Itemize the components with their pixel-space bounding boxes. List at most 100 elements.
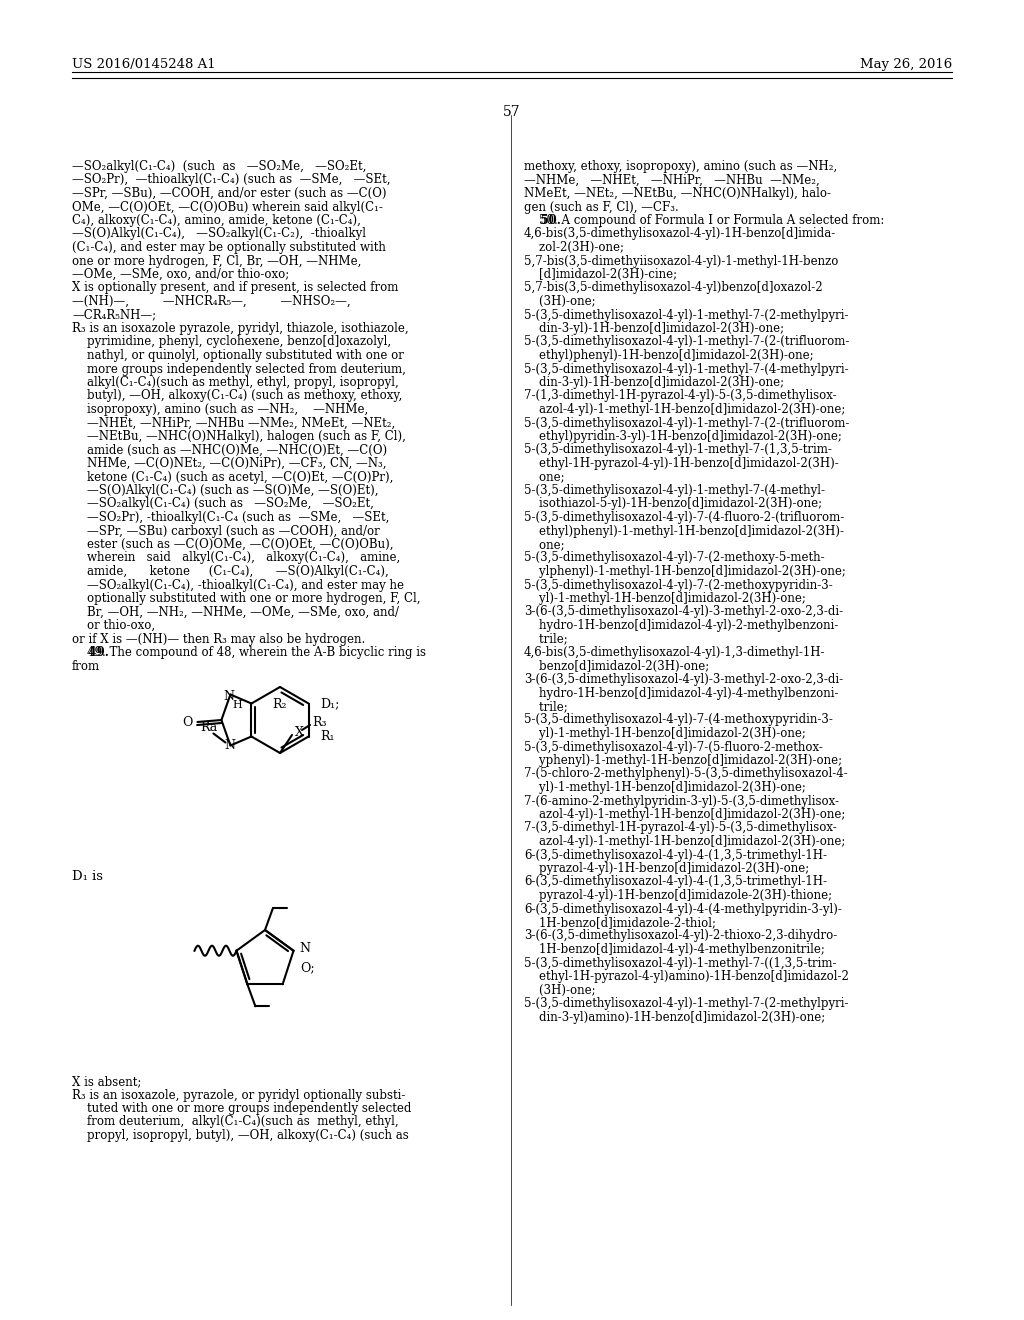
- Text: —SO₂alkyl(C₁-C₄), -thioalkyl(C₁-C₄), and ester may he: —SO₂alkyl(C₁-C₄), -thioalkyl(C₁-C₄), and…: [72, 578, 404, 591]
- Text: —SO₂Pr),  —thioalkyl(C₁-C₄) (such as  —SMe,   —SEt,: —SO₂Pr), —thioalkyl(C₁-C₄) (such as —SMe…: [72, 173, 390, 186]
- Text: (3H)-one;: (3H)-one;: [524, 983, 596, 997]
- Text: methoxy, ethoxy, isopropoxy), amino (such as —NH₂,: methoxy, ethoxy, isopropoxy), amino (suc…: [524, 160, 838, 173]
- Text: N: N: [300, 942, 310, 956]
- Text: alkyl(C₁-C₄)(such as methyl, ethyl, propyl, isopropyl,: alkyl(C₁-C₄)(such as methyl, ethyl, prop…: [72, 376, 398, 389]
- Text: isopropoxy), amino (such as —NH₂,    —NHMe,: isopropoxy), amino (such as —NH₂, —NHMe,: [72, 403, 369, 416]
- Text: from: from: [72, 660, 100, 672]
- Text: OMe, —C(O)OEt, —C(O)OBu) wherein said alkyl(C₁-: OMe, —C(O)OEt, —C(O)OBu) wherein said al…: [72, 201, 383, 214]
- Text: 50. A compound of Formula I or Formula A selected from:: 50. A compound of Formula I or Formula A…: [524, 214, 885, 227]
- Text: 5,7-bis(3,5-dimethylisoxazol-4-yl)benzo[d]oxazol-2: 5,7-bis(3,5-dimethylisoxazol-4-yl)benzo[…: [524, 281, 822, 294]
- Text: —SO₂alkyl(C₁-C₄) (such as   —SO₂Me,   —SO₂Et,: —SO₂alkyl(C₁-C₄) (such as —SO₂Me, —SO₂Et…: [72, 498, 374, 511]
- Text: 3-(6-(3,5-dimethylisoxazol-4-yl)-3-methyl-2-oxo-2,3-di-: 3-(6-(3,5-dimethylisoxazol-4-yl)-3-methy…: [524, 673, 843, 686]
- Text: N: N: [224, 739, 234, 752]
- Text: —SPr, —SBu), —COOH, and/or ester (such as —C(O): —SPr, —SBu), —COOH, and/or ester (such a…: [72, 187, 386, 201]
- Text: X is optionally present, and if present, is selected from: X is optionally present, and if present,…: [72, 281, 398, 294]
- Text: R₁: R₁: [321, 730, 335, 743]
- Text: 6-(3,5-dimethylisoxazol-4-yl)-4-(1,3,5-trimethyl-1H-: 6-(3,5-dimethylisoxazol-4-yl)-4-(1,3,5-t…: [524, 849, 827, 862]
- Text: 50.: 50.: [524, 214, 565, 227]
- Text: 5-(3,5-dimethylisoxazol-4-yl)-1-methyl-7-(4-methyl-: 5-(3,5-dimethylisoxazol-4-yl)-1-methyl-7…: [524, 484, 825, 498]
- Text: May 26, 2016: May 26, 2016: [860, 58, 952, 71]
- Text: pyrazol-4-yl)-1H-benzo[d]imidazol-2(3H)-one;: pyrazol-4-yl)-1H-benzo[d]imidazol-2(3H)-…: [524, 862, 809, 875]
- Text: 7-(1,3-dimethyl-1H-pyrazol-4-yl)-5-(3,5-dimethylisox-: 7-(1,3-dimethyl-1H-pyrazol-4-yl)-5-(3,5-…: [524, 389, 837, 403]
- Text: or thio-oxo,: or thio-oxo,: [72, 619, 155, 632]
- Text: ylphenyl)-1-methyl-1H-benzo[d]imidazol-2(3H)-one;: ylphenyl)-1-methyl-1H-benzo[d]imidazol-2…: [524, 565, 846, 578]
- Text: ester (such as —C(O)OMe, —C(O)OEt, —C(O)OBu),: ester (such as —C(O)OMe, —C(O)OEt, —C(O)…: [72, 539, 393, 550]
- Text: 6-(3,5-dimethylisoxazol-4-yl)-4-(4-methylpyridin-3-yl)-: 6-(3,5-dimethylisoxazol-4-yl)-4-(4-methy…: [524, 903, 842, 916]
- Text: Ra: Ra: [200, 721, 217, 734]
- Text: propyl, isopropyl, butyl), —OH, alkoxy(C₁-C₄) (such as: propyl, isopropyl, butyl), —OH, alkoxy(C…: [72, 1129, 409, 1142]
- Text: D₁;: D₁;: [321, 697, 340, 710]
- Text: benzo[d]imidazol-2(3H)-one;: benzo[d]imidazol-2(3H)-one;: [524, 660, 710, 672]
- Text: NMeEt, —NEt₂, —NEtBu, —NHC(O)NHalkyl), halo-: NMeEt, —NEt₂, —NEtBu, —NHC(O)NHalkyl), h…: [524, 187, 831, 201]
- Text: 57: 57: [503, 106, 521, 119]
- Text: 7-(6-amino-2-methylpyridin-3-yl)-5-(3,5-dimethylisox-: 7-(6-amino-2-methylpyridin-3-yl)-5-(3,5-…: [524, 795, 839, 808]
- Text: —S(O)Alkyl(C₁-C₄),   —SO₂alkyl(C₁-C₂),  -thioalkyl: —S(O)Alkyl(C₁-C₄), —SO₂alkyl(C₁-C₂), -th…: [72, 227, 366, 240]
- Text: C₄), alkoxy(C₁-C₄), amino, amide, ketone (C₁-C₄),: C₄), alkoxy(C₁-C₄), amino, amide, ketone…: [72, 214, 360, 227]
- Text: yl)-1-methyl-1H-benzo[d]imidazol-2(3H)-one;: yl)-1-methyl-1H-benzo[d]imidazol-2(3H)-o…: [524, 727, 806, 741]
- Text: ketone (C₁-C₄) (such as acetyl, —C(O)Et, —C(O)Pr),: ketone (C₁-C₄) (such as acetyl, —C(O)Et,…: [72, 470, 393, 483]
- Text: 4,6-bis(3,5-dimethylisoxazol-4-yl)-1,3-dimethyl-1H-: 4,6-bis(3,5-dimethylisoxazol-4-yl)-1,3-d…: [524, 645, 825, 659]
- Text: N: N: [223, 690, 233, 704]
- Text: ethyl)phenyl)-1-methyl-1H-benzo[d]imidazol-2(3H)-: ethyl)phenyl)-1-methyl-1H-benzo[d]imidaz…: [524, 524, 844, 537]
- Text: isothiazol-5-yl)-1H-benzo[d]imidazol-2(3H)-one;: isothiazol-5-yl)-1H-benzo[d]imidazol-2(3…: [524, 498, 822, 511]
- Text: 49.: 49.: [72, 645, 113, 659]
- Text: ethyl)phenyl)-1H-benzo[d]imidazol-2(3H)-one;: ethyl)phenyl)-1H-benzo[d]imidazol-2(3H)-…: [524, 348, 814, 362]
- Text: 5-(3,5-dimethylisoxazol-4-yl)-1-methyl-7-(2-(trifluorom-: 5-(3,5-dimethylisoxazol-4-yl)-1-methyl-7…: [524, 335, 849, 348]
- Text: US 2016/0145248 A1: US 2016/0145248 A1: [72, 58, 216, 71]
- Text: D₁ is: D₁ is: [72, 870, 103, 883]
- Text: 5-(3,5-dimethylisoxazol-4-yl)-1-methyl-7-((1,3,5-trim-: 5-(3,5-dimethylisoxazol-4-yl)-1-methyl-7…: [524, 957, 837, 969]
- Text: Br, —OH, —NH₂, —NHMe, —OMe, —SMe, oxo, and/: Br, —OH, —NH₂, —NHMe, —OMe, —SMe, oxo, a…: [72, 606, 399, 619]
- Text: zol-2(3H)-one;: zol-2(3H)-one;: [524, 242, 624, 253]
- Text: 7-(5-chloro-2-methylphenyl)-5-(3,5-dimethylisoxazol-4-: 7-(5-chloro-2-methylphenyl)-5-(3,5-dimet…: [524, 767, 848, 780]
- Text: tuted with one or more groups independently selected: tuted with one or more groups independen…: [72, 1102, 412, 1115]
- Text: —NHMe,   —NHEt,   —NHiPr,   —NHBu  —NMe₂,: —NHMe, —NHEt, —NHiPr, —NHBu —NMe₂,: [524, 173, 820, 186]
- Text: din-3-yl)-1H-benzo[d]imidazol-2(3H)-one;: din-3-yl)-1H-benzo[d]imidazol-2(3H)-one;: [524, 322, 784, 335]
- Text: 5-(3,5-dimethylisoxazol-4-yl)-1-methyl-7-(2-methylpyri-: 5-(3,5-dimethylisoxazol-4-yl)-1-methyl-7…: [524, 997, 849, 1010]
- Text: 5-(3,5-dimethylisoxazol-4-yl)-7-(5-fluoro-2-methox-: 5-(3,5-dimethylisoxazol-4-yl)-7-(5-fluor…: [524, 741, 823, 754]
- Text: 5-(3,5-dimethylisoxazol-4-yl)-7-(2-methoxypyridin-3-: 5-(3,5-dimethylisoxazol-4-yl)-7-(2-metho…: [524, 578, 833, 591]
- Text: (C₁-C₄), and ester may be optionally substituted with: (C₁-C₄), and ester may be optionally sub…: [72, 242, 386, 253]
- Text: R₃ is an isoxazole pyrazole, pyridyl, thiazole, isothiazole,: R₃ is an isoxazole pyrazole, pyridyl, th…: [72, 322, 409, 335]
- Text: one or more hydrogen, F, Cl, Br, —OH, —NHMe,: one or more hydrogen, F, Cl, Br, —OH, —N…: [72, 255, 361, 268]
- Text: 5-(3,5-dimethylisoxazol-4-yl)-1-methyl-7-(2-methylpyri-: 5-(3,5-dimethylisoxazol-4-yl)-1-methyl-7…: [524, 309, 849, 322]
- Text: azol-4-yl)-1-methyl-1H-benzo[d]imidazol-2(3H)-one;: azol-4-yl)-1-methyl-1H-benzo[d]imidazol-…: [524, 836, 846, 847]
- Text: —S(O)Alkyl(C₁-C₄) (such as —S(O)Me, —S(O)Et),: —S(O)Alkyl(C₁-C₄) (such as —S(O)Me, —S(O…: [72, 484, 379, 498]
- Text: hydro-1H-benzo[d]imidazol-4-yl)-4-methylbenzoni-: hydro-1H-benzo[d]imidazol-4-yl)-4-methyl…: [524, 686, 839, 700]
- Text: H: H: [232, 700, 243, 710]
- Text: nathyl, or quinolyl, optionally substituted with one or: nathyl, or quinolyl, optionally substitu…: [72, 348, 403, 362]
- Text: —SPr, —SBu) carboxyl (such as —COOH), and/or: —SPr, —SBu) carboxyl (such as —COOH), an…: [72, 524, 380, 537]
- Text: ethyl-1H-pyrazol-4-yl)-1H-benzo[d]imidazol-2(3H)-: ethyl-1H-pyrazol-4-yl)-1H-benzo[d]imidaz…: [524, 457, 839, 470]
- Text: from deuterium,  alkyl(C₁-C₄)(such as  methyl, ethyl,: from deuterium, alkyl(C₁-C₄)(such as met…: [72, 1115, 398, 1129]
- Text: din-3-yl)amino)-1H-benzo[d]imidazol-2(3H)-one;: din-3-yl)amino)-1H-benzo[d]imidazol-2(3H…: [524, 1011, 825, 1023]
- Text: —OMe, —SMe, oxo, and/or thio-oxo;: —OMe, —SMe, oxo, and/or thio-oxo;: [72, 268, 289, 281]
- Text: 49. The compound of 48, wherein the A-B bicyclic ring is: 49. The compound of 48, wherein the A-B …: [72, 645, 426, 659]
- Text: 1H-benzo[d]imidazole-2-thiol;: 1H-benzo[d]imidazole-2-thiol;: [524, 916, 716, 929]
- Text: hydro-1H-benzo[d]imidazol-4-yl)-2-methylbenzoni-: hydro-1H-benzo[d]imidazol-4-yl)-2-methyl…: [524, 619, 839, 632]
- Text: yphenyl)-1-methyl-1H-benzo[d]imidazol-2(3H)-one;: yphenyl)-1-methyl-1H-benzo[d]imidazol-2(…: [524, 754, 842, 767]
- Text: X is absent;: X is absent;: [72, 1074, 141, 1088]
- Text: 5,7-bis(3,5-dimethyiisoxazol-4-yl)-1-methyl-1H-benzo: 5,7-bis(3,5-dimethyiisoxazol-4-yl)-1-met…: [524, 255, 839, 268]
- Text: R₂: R₂: [272, 698, 288, 711]
- Text: yl)-1-methyl-1H-benzo[d]imidazol-2(3H)-one;: yl)-1-methyl-1H-benzo[d]imidazol-2(3H)-o…: [524, 781, 806, 795]
- Text: ethyl)pyridin-3-yl)-1H-benzo[d]imidazol-2(3H)-one;: ethyl)pyridin-3-yl)-1H-benzo[d]imidazol-…: [524, 430, 842, 444]
- Text: —SO₂Pr), -thioalkyl(C₁-C₄ (such as  —SMe,   —SEt,: —SO₂Pr), -thioalkyl(C₁-C₄ (such as —SMe,…: [72, 511, 389, 524]
- Text: trile;: trile;: [524, 700, 567, 713]
- Text: 5-(3,5-dimethylisoxazol-4-yl)-1-methyl-7-(1,3,5-trim-: 5-(3,5-dimethylisoxazol-4-yl)-1-methyl-7…: [524, 444, 831, 457]
- Text: 3-(6-(3,5-dimethylisoxazol-4-yl)-3-methyl-2-oxo-2,3-di-: 3-(6-(3,5-dimethylisoxazol-4-yl)-3-methy…: [524, 606, 843, 619]
- Text: NHMe, —C(O)NEt₂, —C(O)NiPr), —CF₃, CN, —N₃,: NHMe, —C(O)NEt₂, —C(O)NiPr), —CF₃, CN, —…: [72, 457, 386, 470]
- Text: more groups independently selected from deuterium,: more groups independently selected from …: [72, 363, 406, 375]
- Text: amide,      ketone     (C₁-C₄),      —S(O)Alkyl(C₁-C₄),: amide, ketone (C₁-C₄), —S(O)Alkyl(C₁-C₄)…: [72, 565, 389, 578]
- Text: R₃: R₃: [312, 717, 327, 730]
- Text: R₃ is an isoxazole, pyrazole, or pyridyl optionally substi-: R₃ is an isoxazole, pyrazole, or pyridyl…: [72, 1089, 406, 1101]
- Text: ethyl-1H-pyrazol-4-yl)amino)-1H-benzo[d]imidazol-2: ethyl-1H-pyrazol-4-yl)amino)-1H-benzo[d]…: [524, 970, 849, 983]
- Text: —(NH)—,         —NHCR₄R₅—,         —NHSO₂—,: —(NH)—, —NHCR₄R₅—, —NHSO₂—,: [72, 294, 350, 308]
- Text: 6-(3,5-dimethylisoxazol-4-yl)-4-(1,3,5-trimethyl-1H-: 6-(3,5-dimethylisoxazol-4-yl)-4-(1,3,5-t…: [524, 875, 827, 888]
- Text: 5-(3,5-dimethylisoxazol-4-yl)-1-methyl-7-(4-methylpyri-: 5-(3,5-dimethylisoxazol-4-yl)-1-methyl-7…: [524, 363, 849, 375]
- Text: O;: O;: [300, 961, 314, 974]
- Text: one;: one;: [524, 470, 564, 483]
- Text: 3-(6-(3,5-dimethylisoxazol-4-yl)-2-thioxo-2,3-dihydro-: 3-(6-(3,5-dimethylisoxazol-4-yl)-2-thiox…: [524, 929, 838, 942]
- Text: optionally substituted with one or more hydrogen, F, Cl,: optionally substituted with one or more …: [72, 591, 421, 605]
- Text: X: X: [295, 726, 304, 739]
- Text: 5-(3,5-dimethylisoxazol-4-yl)-7-(4-methoxypyridin-3-: 5-(3,5-dimethylisoxazol-4-yl)-7-(4-metho…: [524, 714, 833, 726]
- Text: —SO₂alkyl(C₁-C₄)  (such  as   —SO₂Me,   —SO₂Et,: —SO₂alkyl(C₁-C₄) (such as —SO₂Me, —SO₂Et…: [72, 160, 367, 173]
